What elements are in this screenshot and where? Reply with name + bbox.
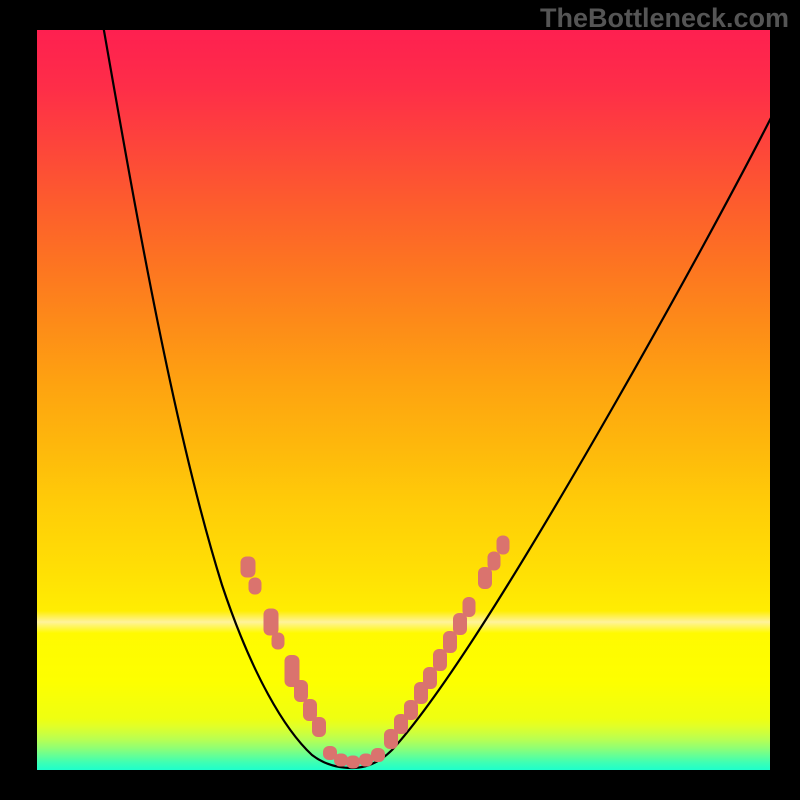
marker-left-6 xyxy=(303,699,317,721)
marker-left-3 xyxy=(272,633,285,650)
marker-left-2 xyxy=(264,609,279,636)
marker-right-2 xyxy=(404,700,418,720)
marker-right-11 xyxy=(497,536,510,555)
plot-area xyxy=(37,30,770,770)
marker-right-4 xyxy=(423,667,437,689)
marker-bottom-3 xyxy=(359,754,373,767)
marker-bottom-1 xyxy=(334,754,348,767)
marker-left-5 xyxy=(294,680,308,702)
marker-left-1 xyxy=(249,578,262,595)
marker-bottom-4 xyxy=(371,748,385,762)
marker-right-5 xyxy=(433,649,447,671)
marker-left-0 xyxy=(241,557,256,578)
marker-bottom-2 xyxy=(346,756,360,769)
chart-svg xyxy=(37,30,770,770)
marker-right-6 xyxy=(443,631,457,653)
marker-right-9 xyxy=(478,567,492,589)
chart-container: TheBottleneck.com xyxy=(0,0,800,800)
gradient-background xyxy=(37,30,770,770)
marker-right-8 xyxy=(463,597,476,617)
marker-left-7 xyxy=(312,717,326,737)
marker-right-7 xyxy=(453,613,467,635)
marker-right-10 xyxy=(488,552,501,571)
